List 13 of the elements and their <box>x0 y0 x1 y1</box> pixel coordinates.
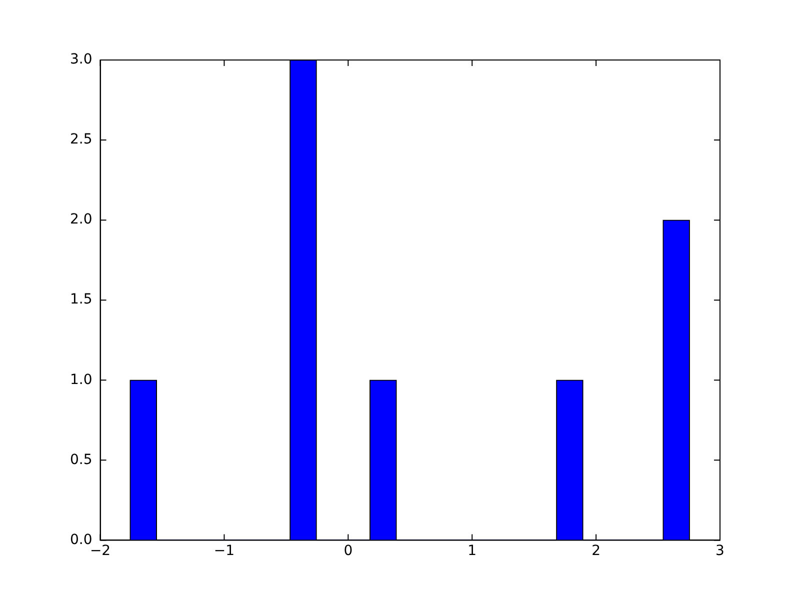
x-tick-label: −1 <box>214 543 235 560</box>
y-tick-label: 0.5 <box>70 452 92 468</box>
y-tick-label: 0.0 <box>70 532 92 548</box>
y-tick-label: 1.0 <box>70 372 92 388</box>
y-tick-label: 2.5 <box>70 132 92 148</box>
y-tick-label: 2.0 <box>70 212 92 228</box>
x-tick-label: 2 <box>592 543 601 560</box>
x-tick-label: 1 <box>468 543 477 560</box>
y-tick-label: 1.5 <box>70 292 92 308</box>
x-tick-label: −2 <box>90 543 111 560</box>
y-tick-label: 3.0 <box>70 52 92 68</box>
x-tick-label: 3 <box>716 543 724 560</box>
x-tick-label: 0 <box>344 543 353 560</box>
